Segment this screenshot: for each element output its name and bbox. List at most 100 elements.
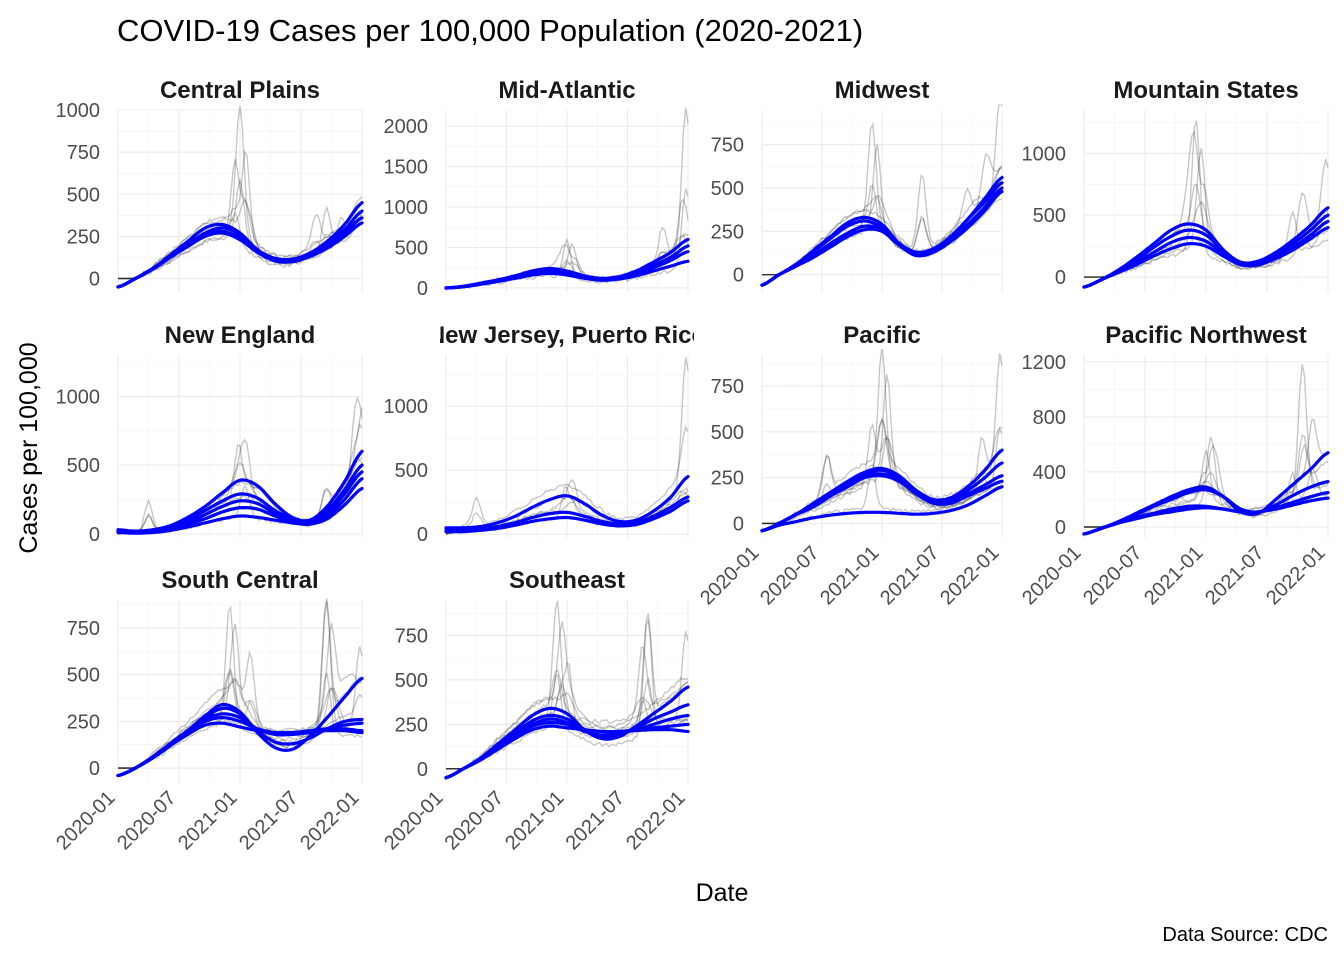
y-tick-label: 250 [67,711,100,733]
y-tick-label: 500 [395,670,428,692]
raw-series-line [118,649,363,769]
facet-plot-area [116,598,364,778]
smoothed-trend-line [444,475,690,530]
y-tick-label: 1500 [384,157,429,179]
x-tick-label: 2020-07 [113,787,180,854]
x-tick-label: 2021-01 [816,542,883,609]
facet-mid-atlantic: Mid-Atlantic 0 500 1000 1500 2000 [384,77,690,300]
facet-plot-area [444,107,690,290]
y-tick-label: 0 [417,759,428,781]
y-tick-label: 1000 [56,386,101,408]
raw-series-line [118,149,363,280]
facet-south-central: South Central02505007502020-012020-07202… [52,567,364,854]
facet-plot-area [1082,120,1330,289]
smoothed-trend-line [760,189,1004,287]
facet-plot-area [760,349,1004,533]
y-tick-label: 750 [67,142,100,164]
y-tick-label: 500 [67,184,100,206]
facet-plot-area [1082,363,1330,536]
x-tick-label: 2021-07 [876,542,943,609]
y-axis-label: Cases per 100,000 [15,342,43,553]
y-tick-label: 500 [395,238,428,260]
y-tick-label: 250 [67,226,100,248]
y-tick-label: 750 [67,618,100,640]
x-tick-label: 2022-01 [622,787,689,854]
chart-title: COVID-19 Cases per 100,000 Population (2… [117,13,863,48]
smoothed-trend-line [444,259,690,290]
facet-title: New Jersey, Puerto Rico [428,322,706,349]
x-tick-label: 2020-01 [1018,542,1085,609]
facet-title: Pacific [843,322,920,349]
x-tick-label: 2021-07 [235,787,302,854]
facet-title: Mountain States [1113,77,1298,104]
x-tick-label: 2021-07 [562,787,629,854]
x-tick-label: 2021-01 [174,787,241,854]
x-tick-label: 2020-07 [756,542,823,609]
y-tick-label: 1000 [384,197,429,219]
y-tick-label: 500 [395,460,428,482]
y-tick-label: 500 [67,665,100,687]
x-tick-label: 2020-07 [441,787,508,854]
facet-panels: Central Plains 0 250 500 750 1000 Mid-Atlantic… [52,77,1330,854]
facet-plot-area [116,396,364,535]
y-tick-label: 250 [395,714,428,736]
smoothed-trend-line [444,499,690,534]
x-tick-label: 2021-01 [1140,542,1207,609]
facet-midwest: Midwest 0 250 500 750 [711,77,1004,292]
y-tick-label: 1200 [1022,352,1067,374]
smoothed-trend-line [116,721,364,778]
x-tick-label: 2020-01 [52,787,119,854]
y-tick-label: 1000 [1022,143,1067,165]
facet-title: Central Plains [160,77,320,104]
y-tick-label: 0 [733,513,744,535]
smoothed-trend-line [1082,496,1330,536]
data-source-caption: Data Source: CDC [1162,924,1328,946]
x-axis-label: Date [696,879,749,907]
y-tick-label: 400 [1033,462,1066,484]
facet-plot-area [444,600,690,780]
y-tick-label: 750 [395,626,428,648]
facet-title: Pacific Northwest [1105,322,1306,349]
y-tick-label: 1000 [56,100,101,122]
y-tick-label: 250 [711,468,744,490]
y-tick-label: 1000 [384,396,429,418]
y-tick-label: 500 [711,422,744,444]
facet-plot-area [760,104,1004,287]
raw-series-line [118,605,363,769]
y-tick-label: 500 [1033,205,1066,227]
x-tick-label: 2021-07 [1201,542,1268,609]
raw-series-line [446,621,689,770]
facet-southeast: Southeast 0 250 500 750 2020-012020-072021-01… [380,567,690,854]
facet-pacific-northwest: Pacific Northwest 0 400 800 1200 2020-012020-… [1018,322,1330,609]
raw-series-line [446,646,689,770]
y-tick-label: 0 [1055,267,1066,289]
raw-series-line [446,188,689,290]
raw-series-line [762,422,1003,525]
facet-title: South Central [161,567,318,594]
y-tick-label: 0 [1055,517,1066,539]
y-tick-label: 2000 [384,116,429,138]
x-tick-label: 2020-07 [1079,542,1146,609]
smoothed-trend-line [1082,480,1330,536]
x-tick-label: 2020-01 [380,787,447,854]
y-tick-label: 0 [89,524,100,546]
y-tick-label: 0 [89,269,100,291]
facet-plot-area [116,105,364,289]
facet-title: Mid-Atlantic [498,77,635,104]
x-tick-label: 2022-01 [936,542,1003,609]
y-tick-label: 500 [67,455,100,477]
facet-pacific: Pacific02505007502020-012020-072021-0120… [696,322,1004,609]
facet-title: Southeast [509,567,625,594]
smoothed-trend-line [444,724,690,780]
facet-plot-area [444,357,690,535]
facet-mountain-states: Mountain States 0 500 1000 [1022,77,1330,292]
raw-series-line [118,623,363,769]
y-tick-label: 750 [711,135,744,157]
raw-series-line [445,424,689,535]
smoothed-trend-line [760,474,1004,533]
raw-series-line [118,196,363,280]
facet-new-england: New England 0 500 1000 [56,322,364,546]
smoothed-trend-line [116,221,364,289]
y-tick-label: 500 [711,178,744,200]
smoothed-trend-line [116,486,364,535]
